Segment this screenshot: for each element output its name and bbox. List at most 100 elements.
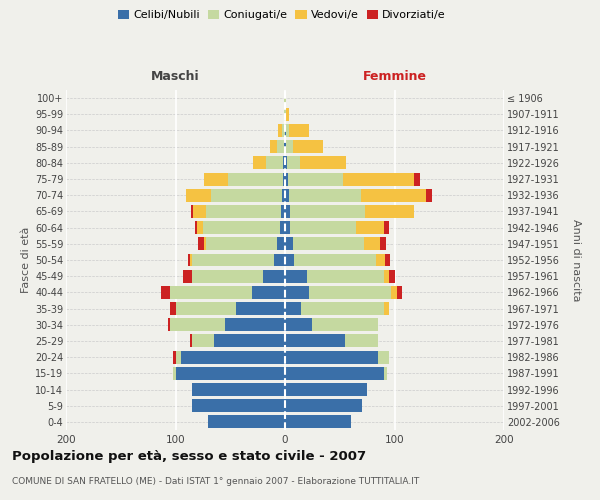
Bar <box>284 140 285 153</box>
Bar <box>170 318 225 331</box>
Bar <box>190 254 192 266</box>
Bar <box>301 302 383 315</box>
Bar <box>361 189 426 202</box>
Bar <box>199 238 204 250</box>
Bar <box>285 367 383 380</box>
Bar <box>288 172 343 186</box>
Bar <box>285 221 290 234</box>
Bar <box>285 334 345 347</box>
Bar <box>206 238 277 250</box>
Y-axis label: Anni di nascita: Anni di nascita <box>571 218 581 301</box>
Bar <box>181 350 285 364</box>
Bar <box>161 286 170 299</box>
Bar <box>211 189 282 202</box>
Bar <box>293 140 323 153</box>
Bar <box>283 156 285 170</box>
Bar <box>285 124 286 137</box>
Bar <box>285 286 309 299</box>
Bar <box>206 205 281 218</box>
Legend: Celibi/Nubili, Coniugati/e, Vedovi/e, Divorziati/e: Celibi/Nubili, Coniugati/e, Vedovi/e, Di… <box>114 6 450 25</box>
Bar <box>192 254 274 266</box>
Bar <box>236 302 285 315</box>
Bar <box>285 238 293 250</box>
Bar <box>282 189 285 202</box>
Bar <box>190 334 192 347</box>
Bar <box>285 302 301 315</box>
Bar <box>286 124 289 137</box>
Bar <box>266 156 283 170</box>
Bar <box>176 367 285 380</box>
Bar <box>192 399 285 412</box>
Bar <box>282 124 285 137</box>
Bar <box>214 334 285 347</box>
Bar <box>383 367 387 380</box>
Bar <box>289 124 309 137</box>
Bar <box>204 238 206 250</box>
Bar <box>274 254 285 266</box>
Bar <box>378 350 389 364</box>
Bar <box>426 189 432 202</box>
Bar <box>187 189 211 202</box>
Bar <box>294 254 376 266</box>
Bar <box>364 238 380 250</box>
Bar <box>228 172 283 186</box>
Bar <box>285 156 287 170</box>
Bar <box>193 205 206 218</box>
Bar <box>289 189 361 202</box>
Bar <box>286 140 293 153</box>
Bar <box>183 270 192 282</box>
Bar <box>263 270 285 282</box>
Bar <box>269 140 277 153</box>
Bar <box>278 124 282 137</box>
Bar <box>285 205 290 218</box>
Bar <box>195 221 197 234</box>
Bar <box>383 221 389 234</box>
Bar <box>170 286 252 299</box>
Bar <box>285 270 307 282</box>
Bar <box>356 221 383 234</box>
Y-axis label: Fasce di età: Fasce di età <box>20 227 31 293</box>
Bar <box>414 172 419 186</box>
Bar <box>313 318 378 331</box>
Bar <box>284 108 285 121</box>
Bar <box>285 172 288 186</box>
Bar <box>285 92 286 104</box>
Bar <box>285 383 367 396</box>
Bar <box>301 156 346 170</box>
Bar <box>173 350 176 364</box>
Bar <box>376 254 385 266</box>
Bar <box>380 238 386 250</box>
Bar <box>192 270 263 282</box>
Bar <box>383 302 389 315</box>
Bar <box>208 416 285 428</box>
Bar <box>191 205 193 218</box>
Bar <box>286 108 289 121</box>
Bar <box>253 156 266 170</box>
Bar <box>309 286 391 299</box>
Bar <box>285 318 313 331</box>
Bar <box>285 108 286 121</box>
Bar <box>175 350 181 364</box>
Bar <box>290 221 356 234</box>
Text: COMUNE DI SAN FRATELLO (ME) - Dati ISTAT 1° gennaio 2007 - Elaborazione TUTTITAL: COMUNE DI SAN FRATELLO (ME) - Dati ISTAT… <box>12 478 419 486</box>
Bar <box>385 254 390 266</box>
Bar <box>290 205 365 218</box>
Bar <box>192 383 285 396</box>
Bar <box>383 270 389 282</box>
Bar <box>192 334 214 347</box>
Bar <box>284 92 285 104</box>
Bar <box>188 254 190 266</box>
Bar <box>173 367 176 380</box>
Text: Maschi: Maschi <box>151 70 200 83</box>
Bar <box>277 140 284 153</box>
Bar <box>203 221 280 234</box>
Bar <box>285 416 351 428</box>
Bar <box>287 156 301 170</box>
Bar <box>389 270 395 282</box>
Bar <box>170 302 176 315</box>
Bar <box>280 221 285 234</box>
Bar <box>343 172 414 186</box>
Bar <box>397 286 402 299</box>
Text: Femmine: Femmine <box>362 70 427 83</box>
Bar <box>197 221 203 234</box>
